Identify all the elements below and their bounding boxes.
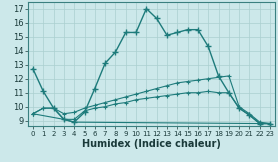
X-axis label: Humidex (Indice chaleur): Humidex (Indice chaleur) [82, 139, 221, 149]
